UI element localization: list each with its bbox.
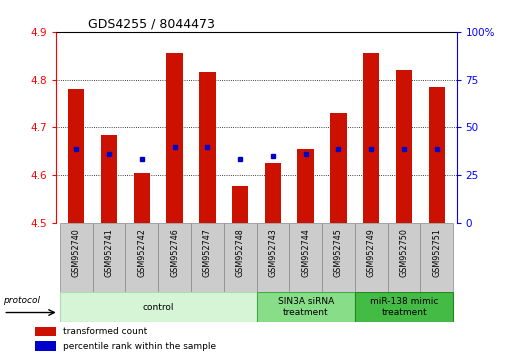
Text: SIN3A siRNA
treatment: SIN3A siRNA treatment <box>278 297 334 317</box>
Bar <box>330 113 347 223</box>
Bar <box>388 223 421 292</box>
Bar <box>256 223 289 292</box>
Text: protocol: protocol <box>3 296 41 305</box>
Text: GSM952749: GSM952749 <box>367 229 376 278</box>
Bar <box>166 53 183 223</box>
Text: GSM952744: GSM952744 <box>301 229 310 277</box>
Text: GSM952742: GSM952742 <box>137 229 146 278</box>
Text: transformed count: transformed count <box>64 327 148 336</box>
Text: GDS4255 / 8044473: GDS4255 / 8044473 <box>88 18 215 31</box>
Bar <box>92 223 125 292</box>
Text: miR-138 mimic
treatment: miR-138 mimic treatment <box>370 297 438 317</box>
Bar <box>35 341 56 351</box>
Bar <box>199 73 215 223</box>
Bar <box>429 87 445 223</box>
Text: GSM952748: GSM952748 <box>235 229 245 277</box>
Text: GSM952747: GSM952747 <box>203 229 212 278</box>
Bar <box>232 186 248 223</box>
Bar <box>158 223 191 292</box>
Text: GSM952745: GSM952745 <box>334 229 343 278</box>
Bar <box>363 53 380 223</box>
Bar <box>289 223 322 292</box>
Bar <box>68 89 84 223</box>
Bar <box>355 223 388 292</box>
Text: GSM952740: GSM952740 <box>72 229 81 277</box>
Bar <box>101 135 117 223</box>
Text: GSM952751: GSM952751 <box>432 229 441 278</box>
Bar <box>60 292 256 322</box>
Bar <box>60 223 92 292</box>
Bar <box>125 223 158 292</box>
Text: control: control <box>142 303 174 312</box>
Bar <box>322 223 355 292</box>
Text: GSM952741: GSM952741 <box>105 229 113 277</box>
Bar <box>355 292 453 322</box>
Text: GSM952750: GSM952750 <box>400 229 408 278</box>
Bar <box>224 223 256 292</box>
Bar <box>35 327 56 336</box>
Text: GSM952746: GSM952746 <box>170 229 179 277</box>
Bar <box>256 292 355 322</box>
Bar <box>191 223 224 292</box>
Text: GSM952743: GSM952743 <box>268 229 278 277</box>
Text: percentile rank within the sample: percentile rank within the sample <box>64 342 216 350</box>
Bar <box>133 173 150 223</box>
Bar <box>265 163 281 223</box>
Bar <box>421 223 453 292</box>
Bar <box>396 70 412 223</box>
Bar <box>298 149 314 223</box>
